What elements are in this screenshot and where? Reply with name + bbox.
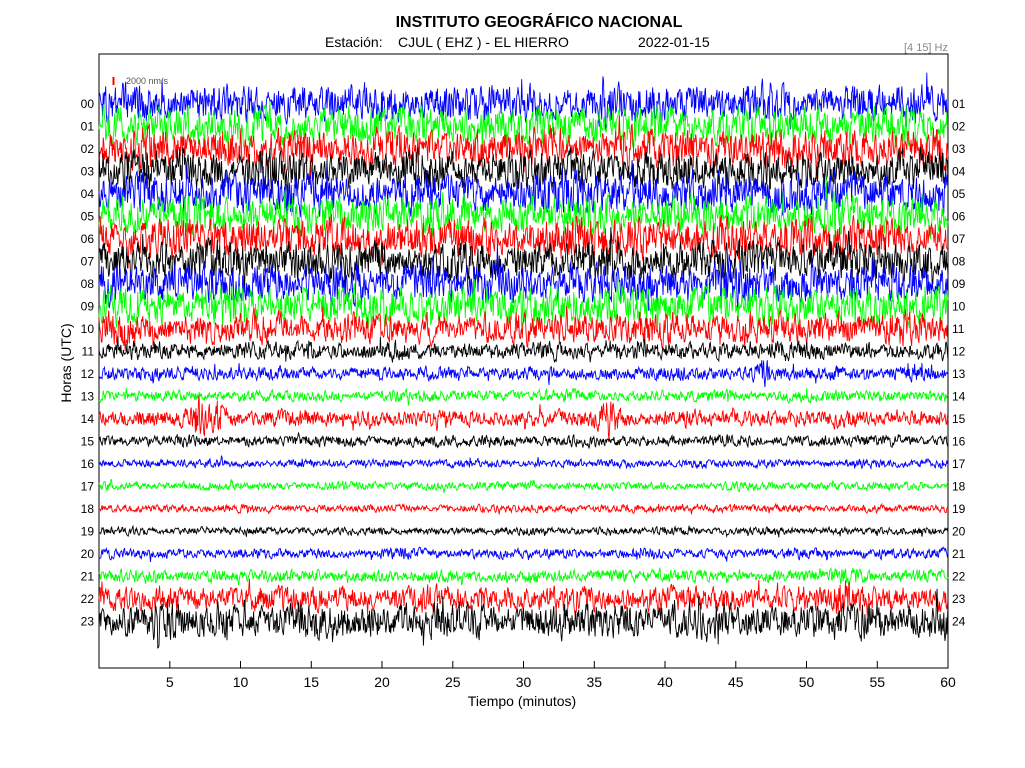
hour-label-left: 17 [81, 480, 95, 494]
hour-label-left: 03 [81, 165, 95, 179]
hour-label-right: 11 [952, 322, 965, 336]
trace-hour-18 [98, 502, 949, 515]
hour-label-right: 24 [952, 615, 966, 629]
trace-hour-14 [98, 395, 949, 442]
hour-label-right: 12 [952, 345, 966, 359]
hour-label-left: 01 [81, 120, 95, 134]
hour-label-right: 16 [952, 435, 966, 449]
trace-hour-16 [98, 455, 949, 471]
hour-label-left: 15 [81, 435, 95, 449]
date-label: 2022-01-15 [638, 34, 710, 50]
hour-label-left: 04 [81, 187, 95, 201]
x-axis-ticks: 5 10 15 20 25 30 35 40 45 50 55 60 [166, 661, 956, 690]
hour-label-left: 18 [81, 502, 95, 516]
hour-label-left: 13 [81, 390, 95, 404]
hour-labels-right: 01 02 03 04 05 06 07 08 09 10 11 12 13 14 15 16 17 18 19 20… [952, 97, 966, 629]
chart-title: INSTITUTO GEOGRÁFICO NACIONAL [396, 12, 683, 31]
hour-label-left: 11 [82, 345, 95, 359]
hour-label-right: 06 [952, 210, 966, 224]
trace-hour-11 [98, 336, 949, 364]
filter-band-label: [4 15] Hz [904, 42, 948, 54]
x-tick-label: 20 [374, 674, 390, 690]
trace-hour-00 [98, 72, 949, 130]
hour-label-left: 10 [81, 322, 95, 336]
hour-label-right: 10 [952, 300, 966, 314]
x-tick-label: 30 [516, 674, 532, 690]
x-tick-label: 35 [587, 674, 603, 690]
hour-label-left: 09 [81, 300, 95, 314]
hour-label-left: 08 [81, 277, 95, 291]
trace-hour-21 [98, 567, 949, 587]
x-tick-label: 5 [166, 674, 174, 690]
hour-label-right: 01 [952, 97, 966, 111]
hour-label-right: 22 [952, 570, 966, 584]
hour-label-left: 14 [81, 412, 95, 426]
hour-label-left: 20 [81, 547, 95, 561]
hour-label-right: 09 [952, 277, 966, 291]
trace-hour-12 [98, 360, 949, 388]
hour-label-right: 21 [952, 547, 966, 561]
x-tick-label: 25 [445, 674, 461, 690]
trace-hour-15 [98, 432, 949, 450]
x-tick-label: 50 [799, 674, 815, 690]
hour-label-right: 02 [952, 120, 966, 134]
hour-label-right: 14 [952, 390, 966, 404]
trace-hour-04 [98, 160, 949, 225]
station-prefix: Estación: [325, 34, 383, 50]
trace-hour-23 [98, 588, 949, 649]
hour-label-left: 23 [81, 615, 95, 629]
trace-hour-06 [98, 213, 949, 269]
x-axis-label: Tiempo (minutos) [468, 693, 576, 709]
trace-group [98, 72, 949, 649]
x-tick-label: 45 [728, 674, 744, 690]
trace-hour-09 [98, 273, 949, 334]
trace-hour-19 [98, 524, 949, 538]
x-tick-label: 15 [304, 674, 320, 690]
hour-labels-left: 00 01 02 03 04 05 06 07 08 09 10 11 12 13 14 15 16 17 18 19… [81, 97, 95, 629]
x-tick-label: 60 [940, 674, 956, 690]
x-tick-label: 55 [870, 674, 886, 690]
hour-label-right: 05 [952, 187, 966, 201]
hour-label-left: 19 [81, 525, 95, 539]
trace-hour-05 [98, 175, 949, 241]
scale-label: 2000 nm/s [126, 76, 169, 86]
hour-label-right: 18 [952, 480, 966, 494]
hour-label-right: 08 [952, 255, 966, 269]
hour-label-left: 00 [81, 97, 95, 111]
station-label: CJUL ( EHZ ) - EL HIERRO [398, 34, 569, 50]
trace-hour-17 [98, 478, 949, 493]
hour-label-right: 19 [952, 502, 966, 516]
hour-label-right: 23 [952, 592, 966, 606]
hour-label-right: 17 [952, 457, 966, 471]
trace-hour-20 [98, 546, 949, 562]
hour-label-left: 02 [81, 142, 95, 156]
hour-label-left: 07 [81, 255, 95, 269]
x-tick-label: 10 [233, 674, 249, 690]
hour-label-left: 05 [81, 210, 95, 224]
hour-label-right: 03 [952, 142, 966, 156]
hour-label-left: 22 [81, 592, 95, 606]
y-axis-label: Horas (UTC) [58, 323, 74, 402]
hour-label-right: 07 [952, 232, 966, 246]
hour-label-left: 16 [81, 457, 95, 471]
trace-hour-13 [98, 387, 949, 406]
hour-label-left: 12 [81, 367, 95, 381]
hour-label-right: 13 [952, 367, 966, 381]
trace-hour-08 [98, 244, 949, 312]
x-tick-label: 40 [657, 674, 673, 690]
hour-label-left: 06 [81, 232, 95, 246]
hour-label-right: 15 [952, 412, 966, 426]
trace-hour-07 [98, 227, 949, 291]
hour-label-right: 20 [952, 525, 966, 539]
hour-label-left: 21 [81, 570, 95, 584]
hour-label-right: 04 [952, 165, 966, 179]
